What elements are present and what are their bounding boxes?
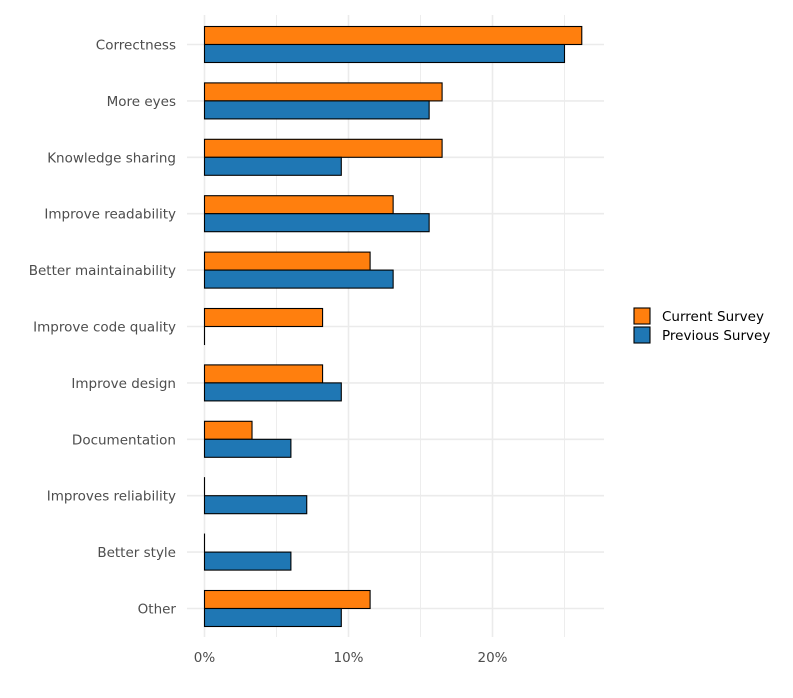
legend: Current Survey Previous Survey <box>633 307 770 344</box>
category-label: Improve readability <box>44 207 176 223</box>
bar-previous <box>203 43 566 64</box>
bar-previous <box>203 495 308 515</box>
category-label: More eyes <box>107 94 176 110</box>
legend-label: Current Survey <box>662 309 764 325</box>
bar-current <box>203 251 371 271</box>
category-label: Improve design <box>71 376 176 392</box>
bar-current <box>203 589 371 610</box>
bar-previous <box>203 100 430 120</box>
bar-previous <box>203 156 342 176</box>
bar-current <box>203 420 253 440</box>
legend-key-current <box>633 307 651 325</box>
bar-current <box>203 364 324 384</box>
category-label: Correctness <box>96 38 176 54</box>
bar-previous <box>203 269 394 289</box>
bars <box>203 25 583 628</box>
x-tick-label: 10% <box>333 650 363 666</box>
category-label: Improve code quality <box>33 320 176 336</box>
category-label: Better maintainability <box>29 263 176 279</box>
legend-label: Previous Survey <box>662 328 770 344</box>
bar-current <box>203 138 443 158</box>
x-tick-label: 0% <box>194 650 216 666</box>
legend-key-previous <box>633 326 651 344</box>
category-label: Other <box>138 602 177 618</box>
bar-current <box>203 195 394 215</box>
bar-previous <box>203 438 292 458</box>
bar-previous <box>203 551 292 571</box>
category-label: Knowledge sharing <box>47 150 176 166</box>
category-label: Improves reliability <box>47 489 176 505</box>
bar-previous <box>203 382 342 402</box>
category-label: Better style <box>97 545 176 561</box>
bar-previous <box>203 607 342 628</box>
category-label: Documentation <box>72 432 176 448</box>
bar-current <box>203 82 443 102</box>
x-tick-label: 20% <box>477 650 507 666</box>
bar-current <box>203 307 324 328</box>
bar-current <box>203 25 583 46</box>
bar-previous <box>203 213 430 233</box>
category-labels: Correctness More eyes Knowledge sharing Imp… <box>29 38 177 618</box>
x-tick-labels: 0% 10% 20% <box>194 650 508 666</box>
